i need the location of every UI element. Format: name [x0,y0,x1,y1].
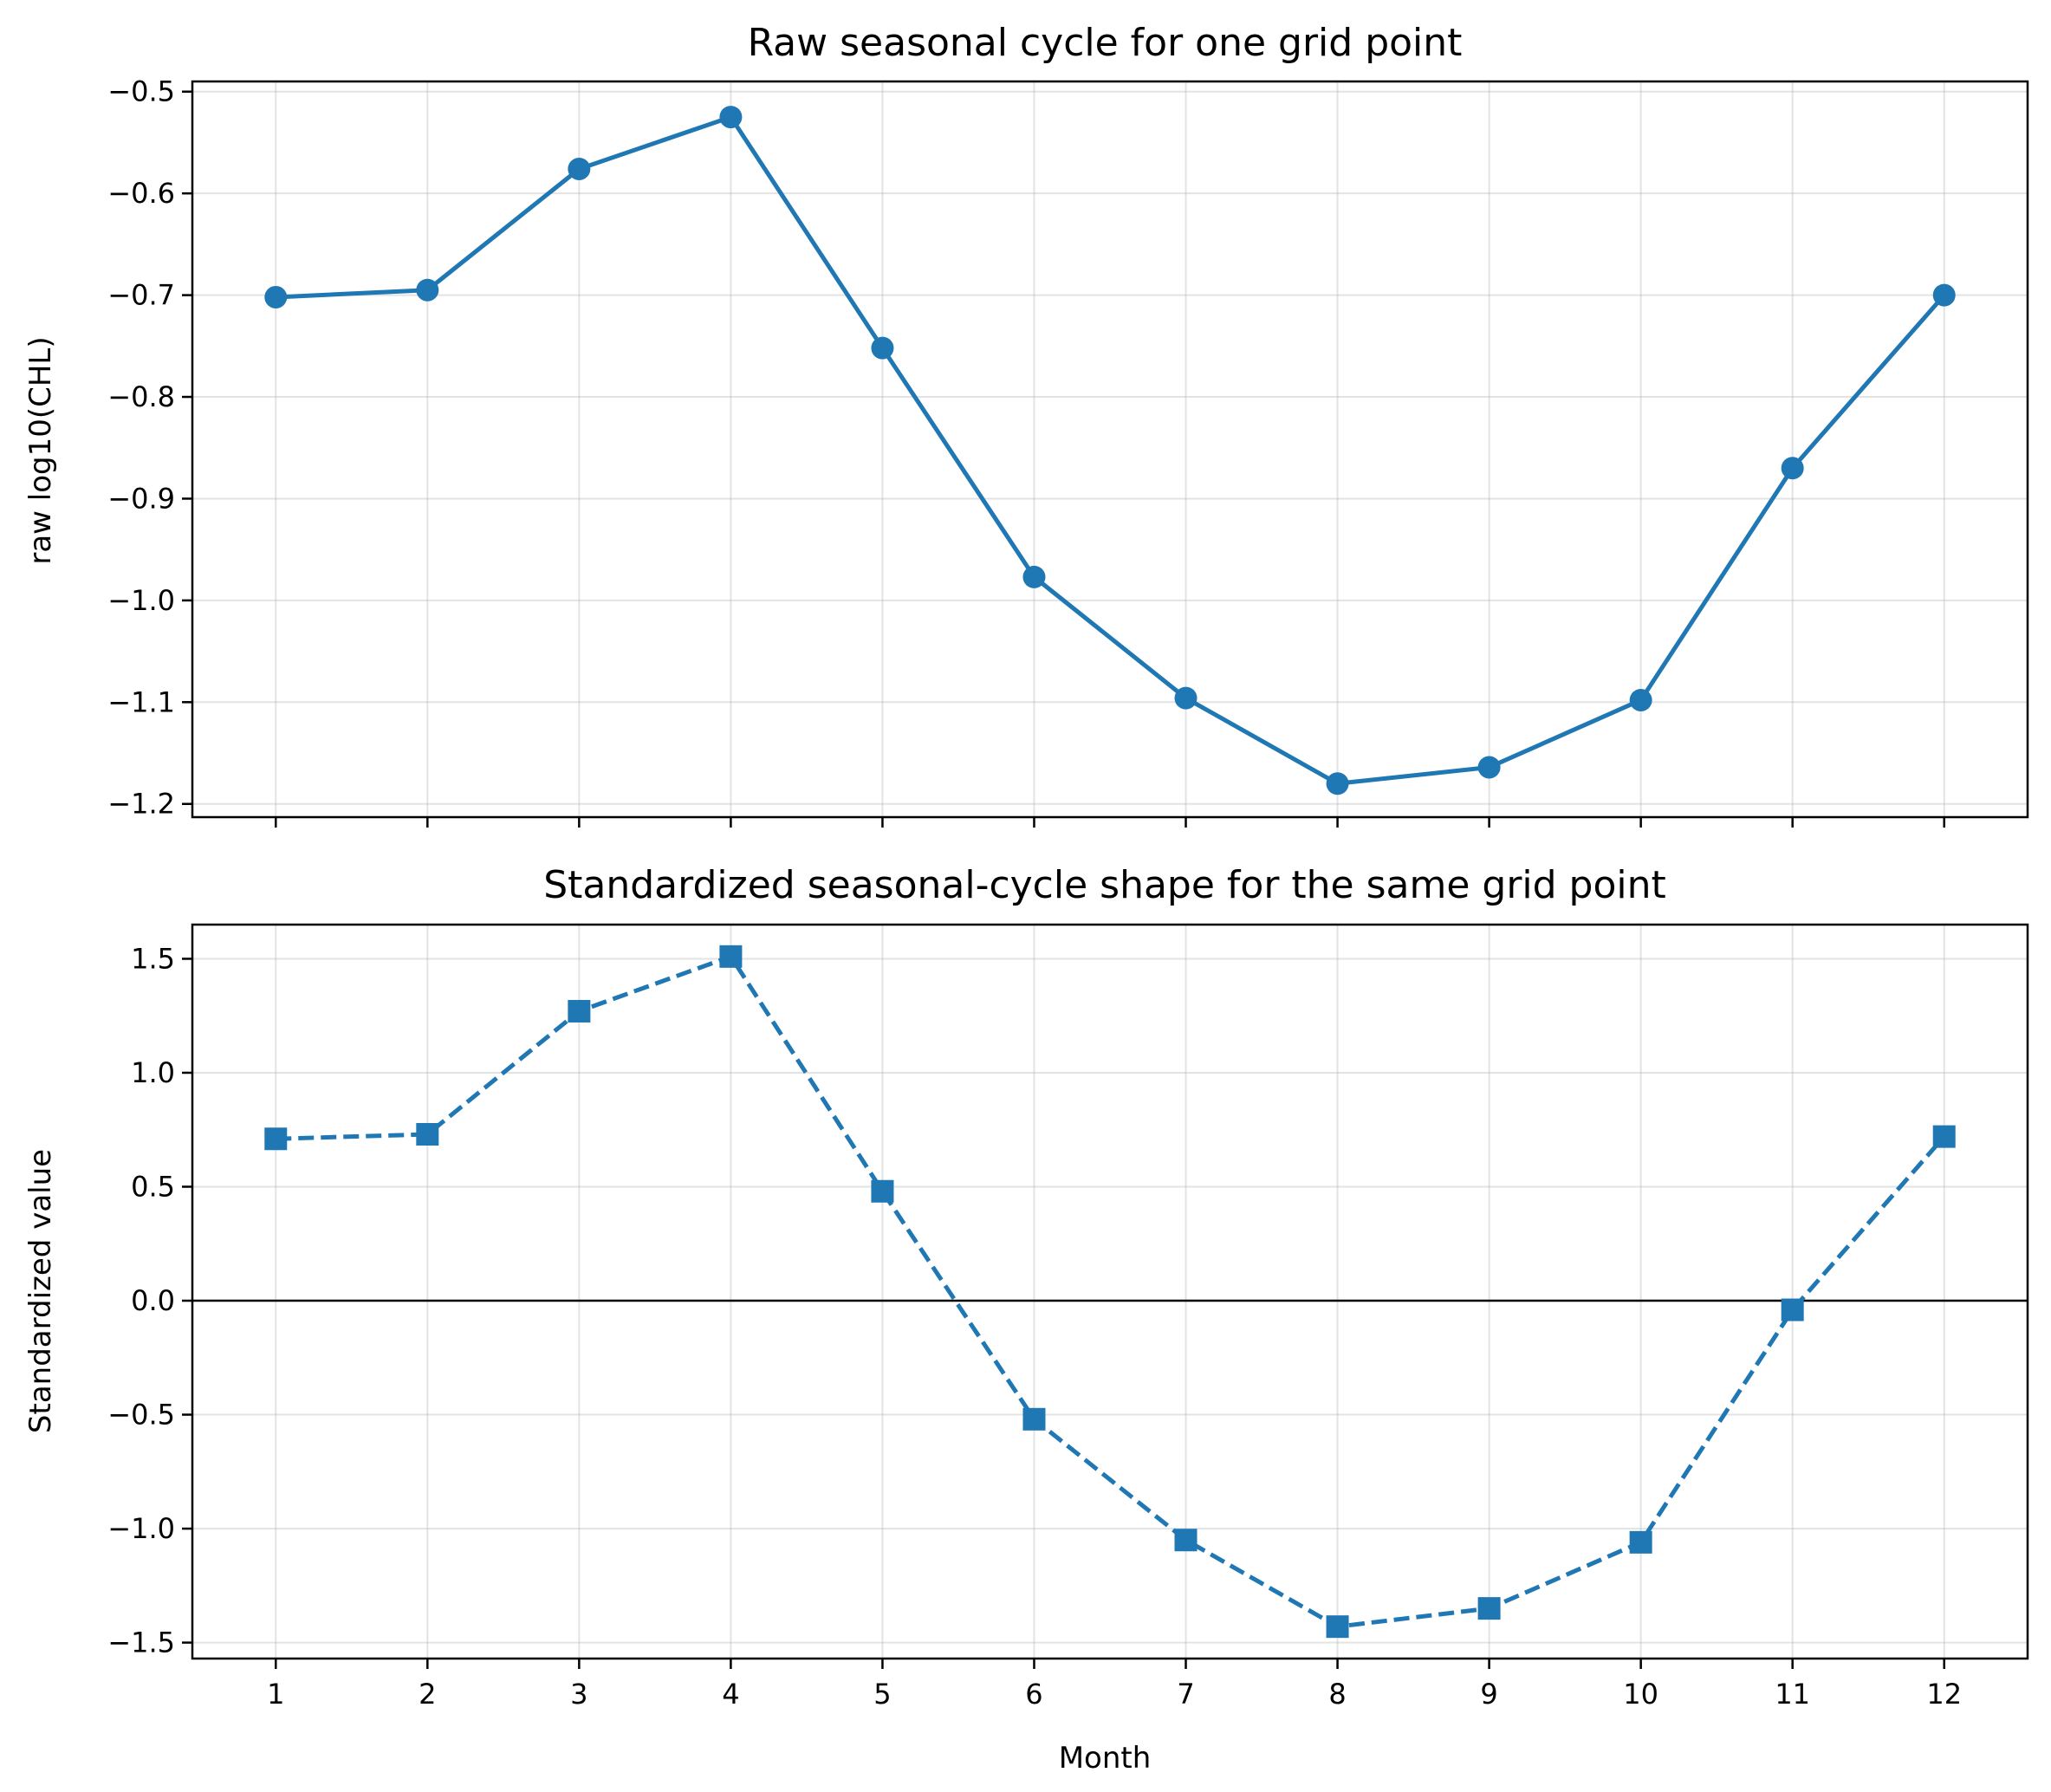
bottom-y-tick-label: 1.0 [131,1056,175,1089]
bottom-x-tick-label: 12 [1926,1678,1962,1711]
top-data-point [719,106,743,129]
bottom-grid [192,925,2028,1659]
top-series-line [276,114,1946,786]
top-data-point [1932,283,1956,307]
bottom-y-tick-label: 1.5 [131,942,175,975]
bottom-data-point [416,1123,439,1146]
bottom-panel: Standardized seasonal-cycle shape for th… [23,863,2029,1776]
top-y-tick-label: −1.1 [107,685,175,718]
top-data-point [568,157,591,180]
bottom-x-tick-label: 9 [1480,1678,1497,1711]
bottom-y-tick-label: −0.5 [107,1399,175,1432]
top-data-point [1326,772,1349,795]
top-y-tick-label: −0.6 [107,177,175,210]
top-chart-title: Raw seasonal cycle for one grid point [748,21,1463,65]
top-y-axis-label: raw log10(CHL) [23,336,58,564]
bottom-axes: 1.51.00.50.0−0.5−1.0−1.51 2 3 4 5 6 7 8 9 10 11 12 [107,923,2029,1711]
bottom-x-tick-label: 5 [873,1678,891,1711]
bottom-x-axis-label: Month [1059,1741,1152,1776]
bottom-data-point [1022,1407,1046,1431]
bottom-y-tick-label: −1.5 [107,1626,175,1659]
bottom-data-point [264,1127,288,1151]
bottom-x-tick-label: 6 [1025,1678,1042,1711]
bottom-data-point [1781,1298,1804,1321]
top-data-point [1022,565,1046,588]
top-axes-frame [191,80,2029,819]
bottom-data-point [568,999,591,1023]
top-panel: Raw seasonal cycle for one grid point −0… [23,21,2029,828]
top-data-point [1477,756,1501,779]
bottom-series-line [276,954,1946,1629]
top-data-point [871,336,894,360]
top-y-tick-label: −0.9 [107,482,175,515]
bottom-y-axis-label: Standardized value [23,1149,58,1433]
top-y-tick-label: −0.7 [107,279,175,312]
bottom-data-point [1477,1597,1501,1620]
bottom-data-point [719,945,743,968]
bottom-x-tick-label: 7 [1177,1678,1194,1711]
bottom-y-tick-label: 0.0 [131,1284,175,1317]
top-data-point [1629,688,1652,711]
bottom-x-tick-label: 4 [722,1678,739,1711]
bottom-x-tick-label: 3 [570,1678,587,1711]
top-data-point [416,278,439,302]
bottom-x-tick-label: 1 [267,1678,284,1711]
bottom-data-point [871,1179,894,1203]
top-data-point [1174,686,1197,710]
top-axes: −0.5 −0.6 −0.7 −0.8 −0.9 −1.0 −1.1 −1.2 [107,75,2029,828]
bottom-data-point [1174,1529,1197,1552]
top-y-tick-label: −1.0 [107,584,175,617]
bottom-x-tick-label: 10 [1623,1678,1658,1711]
bottom-data-point [1326,1615,1349,1639]
bottom-axes-frame [191,923,2029,1660]
top-plot-area [264,106,1956,795]
top-y-tick-label: −1.2 [107,788,175,821]
bottom-x-tick-label: 2 [419,1678,436,1711]
top-y-tick-label: −0.8 [107,380,175,413]
bottom-data-point [1932,1125,1956,1148]
bottom-y-tick-label: 0.5 [131,1171,175,1204]
bottom-y-tick-label: −1.0 [107,1512,175,1545]
bottom-x-tick-label: 8 [1328,1678,1346,1711]
top-data-point [264,285,288,308]
top-data-point [1781,457,1804,480]
bottom-plot-area [192,945,2028,1639]
bottom-x-tick-label: 11 [1775,1678,1810,1711]
bottom-data-point [1629,1530,1652,1554]
top-grid [192,81,2028,817]
bottom-chart-title: Standardized seasonal-cycle shape for th… [543,863,1666,907]
top-y-tick-label: −0.5 [107,75,175,108]
